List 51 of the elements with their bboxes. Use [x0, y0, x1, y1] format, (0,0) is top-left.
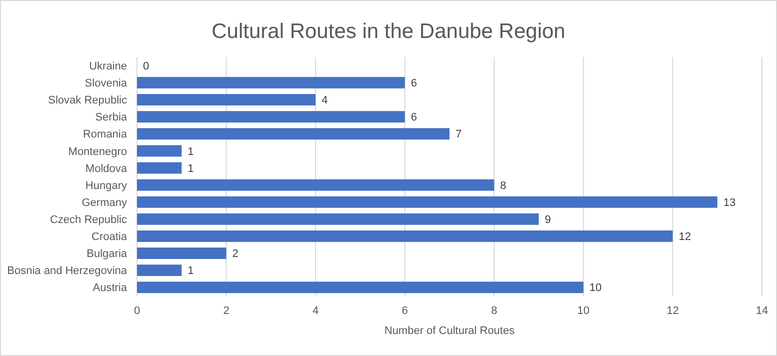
y-tick-label: Romania	[82, 128, 128, 141]
data-label: 4	[322, 94, 328, 107]
bar	[137, 264, 182, 276]
data-label: 7	[456, 128, 462, 141]
x-tick-label: 14	[756, 305, 768, 317]
y-tick-label: Ukraine	[89, 60, 127, 72]
bar	[137, 248, 226, 259]
x-tick-label: 12	[666, 305, 679, 317]
data-label: 8	[500, 180, 506, 192]
data-label: 9	[544, 214, 551, 226]
x-tick-label: 0	[134, 305, 140, 317]
bar	[137, 111, 405, 123]
data-label: 1	[188, 146, 194, 158]
bar	[137, 162, 182, 174]
bar	[137, 76, 405, 88]
bar	[137, 213, 539, 225]
data-label: 6	[410, 112, 417, 124]
bar	[137, 196, 718, 208]
data-label: 12	[678, 231, 691, 244]
x-tick-label: 6	[402, 305, 408, 317]
y-tick-label: Montenegro	[68, 146, 127, 158]
data-label: 1	[188, 265, 194, 278]
data-label: 13	[723, 196, 736, 209]
y-tick-label: Slovenia	[84, 78, 128, 90]
y-tick-label: Czech Republic	[50, 214, 128, 226]
y-tick-label: Slovak Republic	[48, 94, 128, 107]
y-tick-label: Hungary	[85, 180, 128, 192]
data-label: 10	[589, 282, 602, 294]
bar	[137, 145, 182, 157]
bar	[137, 128, 450, 140]
y-tick-label: Moldova	[85, 162, 128, 175]
y-tick-label: Croatia	[92, 231, 128, 244]
data-label: 2	[232, 248, 238, 260]
y-tick-label: Serbia	[95, 112, 128, 124]
x-tick-label: 10	[577, 305, 590, 317]
x-tick-label: 4	[312, 305, 319, 317]
x-tick-label: 8	[491, 305, 498, 317]
y-tick-label: Austria	[92, 282, 128, 294]
bar	[137, 282, 584, 294]
data-label: 0	[143, 60, 150, 72]
y-tick-label: Germany	[82, 196, 128, 209]
bar	[137, 94, 316, 106]
data-label: 1	[188, 162, 194, 175]
y-tick-label: Bosnia and Herzegovina	[7, 265, 128, 278]
bar	[137, 179, 494, 191]
x-tick-label: 2	[223, 305, 230, 317]
x-axis-title: Number of Cultural Routes	[384, 325, 516, 337]
chart-title: Cultural Routes in the Danube Region	[212, 20, 566, 43]
data-label: 6	[410, 78, 417, 90]
bar	[137, 230, 673, 242]
y-tick-label: Bulgaria	[86, 248, 128, 260]
